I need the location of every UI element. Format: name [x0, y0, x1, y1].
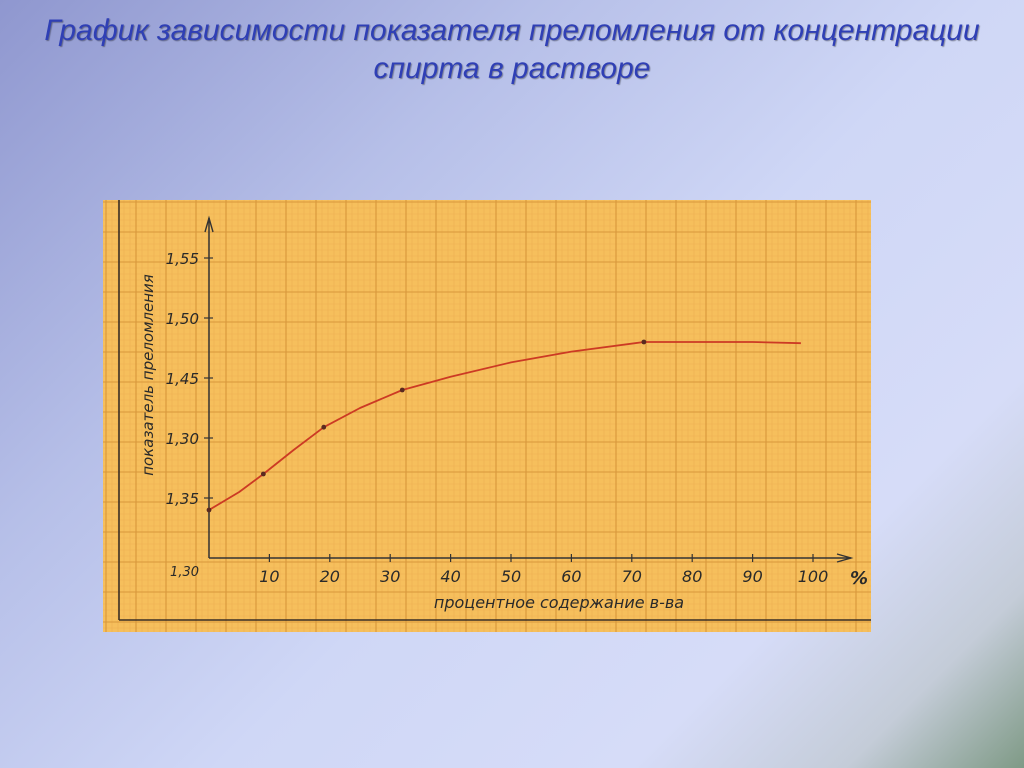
grid-major	[103, 200, 871, 632]
x-tick-label: 90	[742, 567, 762, 586]
paper-frame	[118, 200, 871, 621]
y-axis-label: показатель преломления	[139, 274, 157, 476]
y-tick-label: 1,30	[170, 565, 199, 580]
y-tick-label: 1,30	[166, 430, 199, 448]
x-tick-label: 80	[682, 567, 702, 586]
y-tick-label: 1,55	[166, 250, 199, 268]
slide-title: График зависимости показателя преломлени…	[40, 12, 984, 88]
chart-image: 10 20 30 40 50 60 70 80 90 100 1,30 1,35 1,30 1,45 1,5…	[103, 200, 871, 632]
x-axis-arrow	[836, 553, 854, 563]
y-tick-label: 1,50	[166, 310, 199, 328]
x-axis-unit: %	[850, 568, 868, 589]
y-axis-arrow	[204, 215, 214, 233]
x-tick-label: 30	[380, 567, 400, 586]
data-point	[206, 507, 212, 513]
data-point	[321, 424, 327, 430]
y-tick-label: 1,45	[166, 370, 199, 388]
grid-minor	[103, 200, 871, 632]
x-tick-label: 50	[501, 567, 521, 586]
title-line-2: спирта в растворе	[373, 52, 651, 85]
x-tick-label: 40	[440, 567, 460, 586]
axes	[204, 215, 854, 563]
x-tick-label: 100	[798, 567, 829, 586]
x-tick-label: 60	[561, 567, 581, 586]
plot-area	[206, 339, 801, 513]
series-line	[208, 341, 801, 511]
y-tick-label: 1,35	[166, 490, 199, 508]
data-point	[641, 339, 647, 345]
graph-paper	[103, 200, 871, 632]
x-tick-label: 10	[259, 567, 279, 586]
refraction-chart: 10 20 30 40 50 60 70 80 90 100 1,30 1,35 1,30 1,45 1,5…	[103, 200, 871, 632]
data-point	[260, 471, 266, 477]
tick-labels: 10 20 30 40 50 60 70 80 90 100 1,30 1,35 1,30 1,45 1,5…	[166, 250, 829, 586]
title-line-1: График зависимости показателя преломлени…	[44, 14, 980, 47]
data-point	[399, 387, 405, 393]
x-tick-label: 20	[320, 567, 340, 586]
x-axis-label: процентное содержание в-ва	[434, 593, 684, 612]
x-tick-label: 70	[622, 567, 642, 586]
